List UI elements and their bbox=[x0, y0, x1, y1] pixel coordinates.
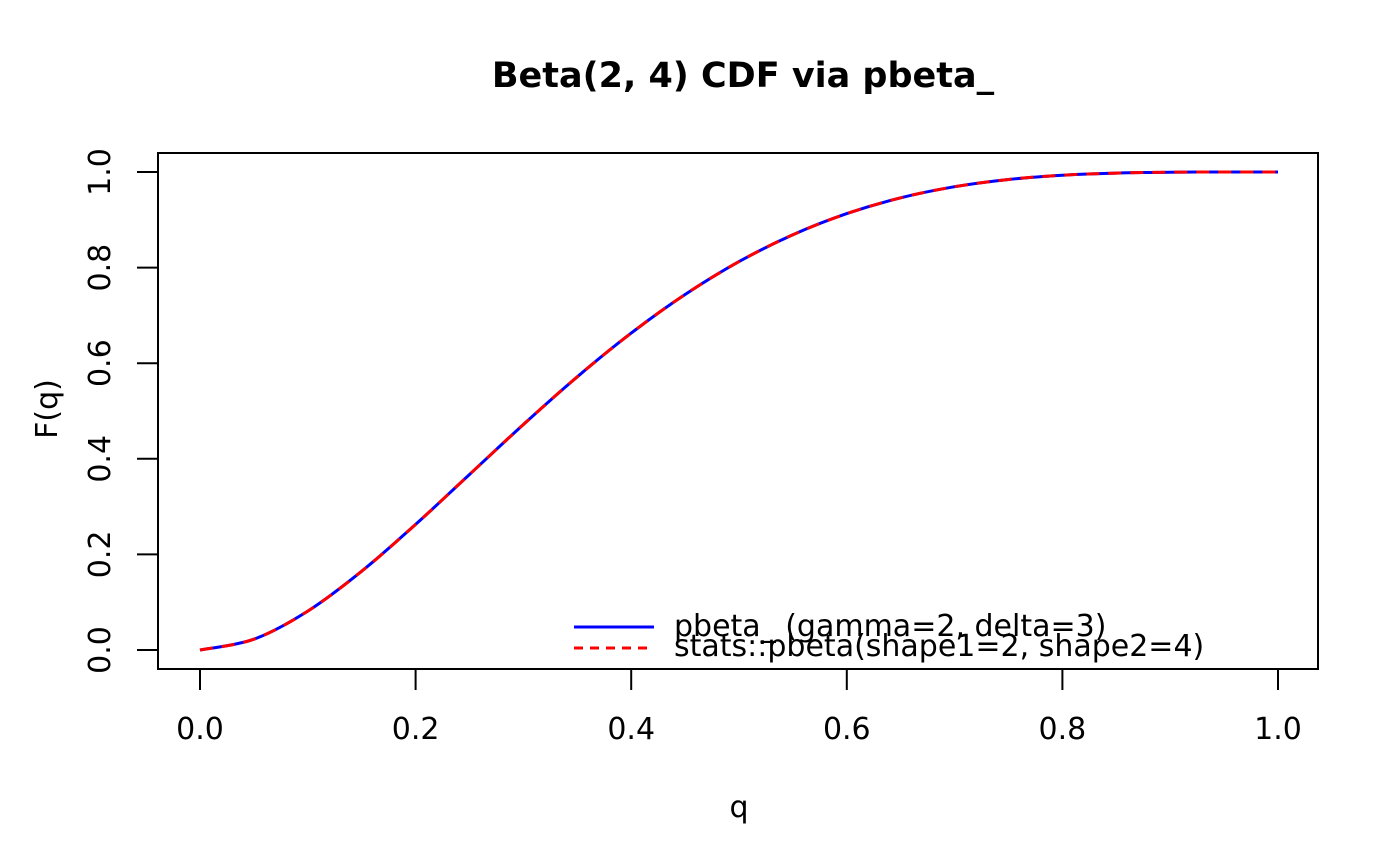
x-tick-label: 1.0 bbox=[1254, 712, 1302, 747]
x-tick-label: 0.4 bbox=[607, 712, 655, 747]
legend-entry-label: pbeta_ (gamma=2, delta=3) bbox=[674, 609, 1106, 644]
y-axis-label: F(q) bbox=[30, 379, 65, 439]
series-line-1 bbox=[199, 170, 1278, 652]
legend-line-samples bbox=[574, 625, 654, 650]
y-tick-label: 0.4 bbox=[83, 435, 118, 483]
legend-entry-label: stats::pbeta(shape1=2, shape2=4) bbox=[674, 629, 1204, 664]
y-axis-ticks: 0.0 0.2 0.4 0.6 0.8 1.0 bbox=[83, 148, 158, 674]
x-axis-ticks: 0.0 0.2 0.4 0.6 0.8 1.0 bbox=[176, 669, 1302, 747]
y-tick-label: 0.6 bbox=[83, 339, 118, 387]
plot-box bbox=[157, 152, 1319, 670]
series-lines bbox=[199, 170, 1278, 652]
x-tick-label: 0.2 bbox=[392, 712, 440, 747]
y-tick-label: 0.0 bbox=[83, 626, 118, 674]
chart-title: Beta(2, 4) CDF via pbeta_ bbox=[492, 56, 995, 96]
y-tick-label: 0.8 bbox=[83, 244, 118, 292]
y-tick-label: 1.0 bbox=[83, 148, 118, 196]
x-axis-label: q bbox=[729, 790, 748, 825]
x-tick-label: 0.0 bbox=[176, 712, 224, 747]
y-tick-label: 0.2 bbox=[83, 531, 118, 579]
x-tick-label: 0.8 bbox=[1039, 712, 1087, 747]
x-tick-label: 0.6 bbox=[823, 712, 871, 747]
series-line-0 bbox=[199, 170, 1278, 652]
